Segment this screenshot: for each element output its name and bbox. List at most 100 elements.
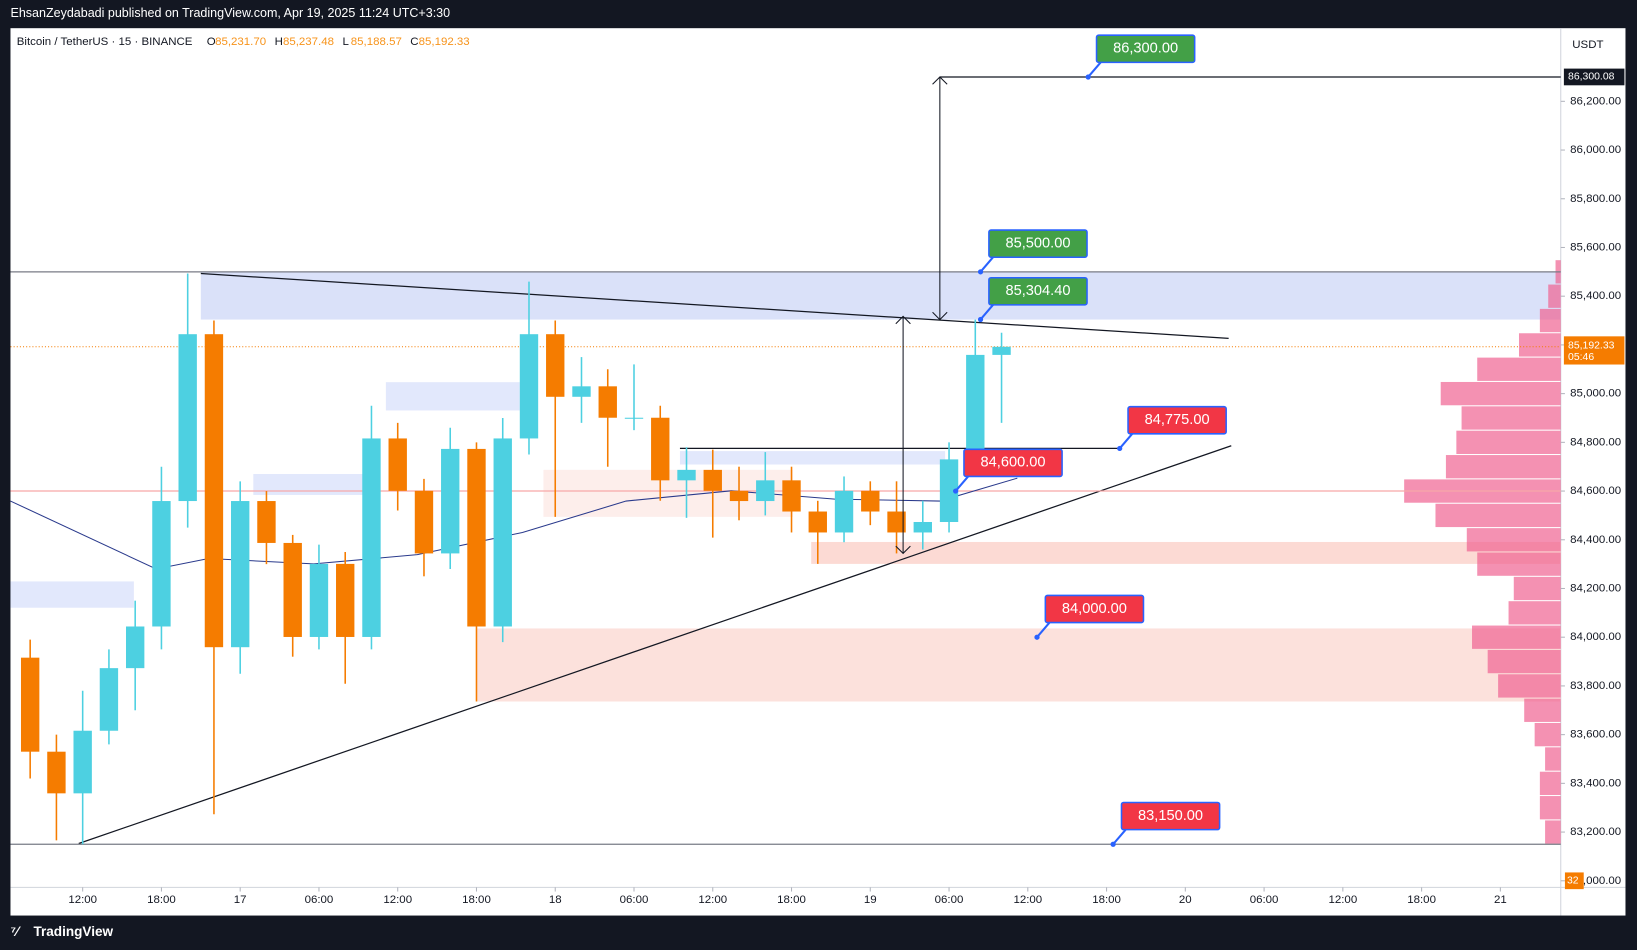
y-tick-label: 83,600.00 xyxy=(1570,729,1621,741)
profile-bar xyxy=(1518,333,1561,357)
arrow-head xyxy=(895,545,911,555)
callout-box xyxy=(963,448,1063,478)
candle-body xyxy=(257,501,276,543)
last-price-box xyxy=(1563,336,1625,365)
zone xyxy=(253,474,368,495)
ohlc-value: 85,192.33 xyxy=(419,36,470,48)
plot: 86,300.00 85,500.00 85,304.40 84,775.00 84,6… xyxy=(10,34,1561,847)
ohlc-value: 85,237.48 xyxy=(283,36,334,48)
callout-box xyxy=(1095,34,1196,64)
callout-label: 84,000.00 xyxy=(1062,601,1127,617)
candle-body xyxy=(861,490,880,512)
callout-label: 84,775.00 xyxy=(1145,412,1210,428)
callout-stem xyxy=(979,256,994,273)
x-tick-label: 12:00 xyxy=(698,894,727,906)
callout-point xyxy=(952,488,959,494)
profile-bar xyxy=(1539,771,1561,796)
x-tick-label: 18 xyxy=(549,894,562,906)
zone xyxy=(811,541,1561,564)
profile-bar xyxy=(1487,649,1561,674)
callout-stem xyxy=(1118,433,1134,450)
x-tick-label: 12:00 xyxy=(1328,894,1357,906)
candle-body xyxy=(362,438,381,637)
x-tick-label: 20 xyxy=(1179,894,1192,906)
profile-bar xyxy=(1539,308,1561,333)
candle-body xyxy=(546,334,565,397)
x-tick-label: 06:00 xyxy=(305,894,334,906)
y-tick-label: 84,200.00 xyxy=(1570,583,1621,595)
profile-bar xyxy=(1548,284,1561,308)
profile-bar xyxy=(1466,528,1561,552)
callout-box xyxy=(1120,801,1221,831)
candle-body xyxy=(572,386,591,397)
ohlc-value: 85,188.57 xyxy=(351,36,402,48)
x-tick-label: 18:00 xyxy=(1407,894,1436,906)
volume-label: 32 xyxy=(1567,876,1579,887)
candle-body xyxy=(467,448,486,627)
x-tick-label: 17 xyxy=(234,894,247,906)
arrow-head xyxy=(895,315,911,325)
x-tick-label: 06:00 xyxy=(935,894,964,906)
candle-body xyxy=(73,730,92,794)
x-tick-label: 06:00 xyxy=(1250,894,1279,906)
y-tick-label: 83,200.00 xyxy=(1570,826,1621,838)
callout-stem xyxy=(1112,828,1127,845)
zone xyxy=(385,382,520,411)
callout-point xyxy=(1110,841,1116,847)
callout-label: 84,600.00 xyxy=(981,455,1046,471)
candle-body xyxy=(204,334,224,648)
y-tick-label: 85,400.00 xyxy=(1570,290,1621,302)
callout-box xyxy=(1044,594,1145,624)
candle-body xyxy=(441,448,460,554)
candle-body xyxy=(152,501,171,627)
candle-body xyxy=(834,490,854,533)
callout-point xyxy=(977,316,984,323)
profile-bar xyxy=(1539,796,1561,820)
profile-bar xyxy=(1440,381,1561,406)
callout-box xyxy=(988,276,1088,306)
profile-bar xyxy=(1472,625,1561,649)
profile-bar xyxy=(1508,601,1561,625)
callout-point xyxy=(977,269,984,275)
volume-label-box xyxy=(1564,872,1584,890)
x-tick-label: 18:00 xyxy=(1092,894,1121,906)
x-tick-label: 21 xyxy=(1494,894,1507,906)
candle-body xyxy=(598,386,617,418)
y-tick-label: 84,600.00 xyxy=(1570,485,1621,497)
candle-body xyxy=(651,417,670,481)
profile-bar xyxy=(1534,722,1561,747)
candle-body xyxy=(756,480,775,502)
callout-stem xyxy=(1036,621,1051,638)
currency: USDT xyxy=(1572,39,1603,51)
y-tick-label: 84,800.00 xyxy=(1570,436,1621,448)
x-tick-label: 12:00 xyxy=(1013,894,1042,906)
zone xyxy=(476,628,1561,702)
candle-body xyxy=(782,480,801,512)
callout-box xyxy=(988,229,1088,259)
countdown: 05:46 xyxy=(1568,352,1594,363)
last-price-label: 85,192.33 xyxy=(1568,340,1615,351)
panel xyxy=(10,28,1626,916)
drawn-line xyxy=(200,272,1229,339)
candle-body xyxy=(887,511,906,533)
profile-bar xyxy=(1477,552,1561,576)
candle-body xyxy=(939,459,959,522)
candle-body xyxy=(20,657,40,752)
zone xyxy=(200,271,1561,320)
callout-stem xyxy=(1087,61,1102,78)
callout-label: 85,304.40 xyxy=(1005,283,1070,299)
y-tick-label: 85,800.00 xyxy=(1570,193,1621,205)
arrow-head xyxy=(932,311,948,321)
profile-bar xyxy=(1435,503,1561,528)
candle-body xyxy=(703,469,722,491)
y-tick-label: 84,400.00 xyxy=(1570,534,1621,546)
callout-point xyxy=(1085,74,1091,80)
candle-body xyxy=(388,438,407,491)
candle-body xyxy=(125,626,145,669)
zone xyxy=(10,581,134,608)
price-label-box xyxy=(1563,68,1625,86)
y-tick-label: 86,000.00 xyxy=(1570,144,1621,156)
candle-body xyxy=(519,334,539,439)
